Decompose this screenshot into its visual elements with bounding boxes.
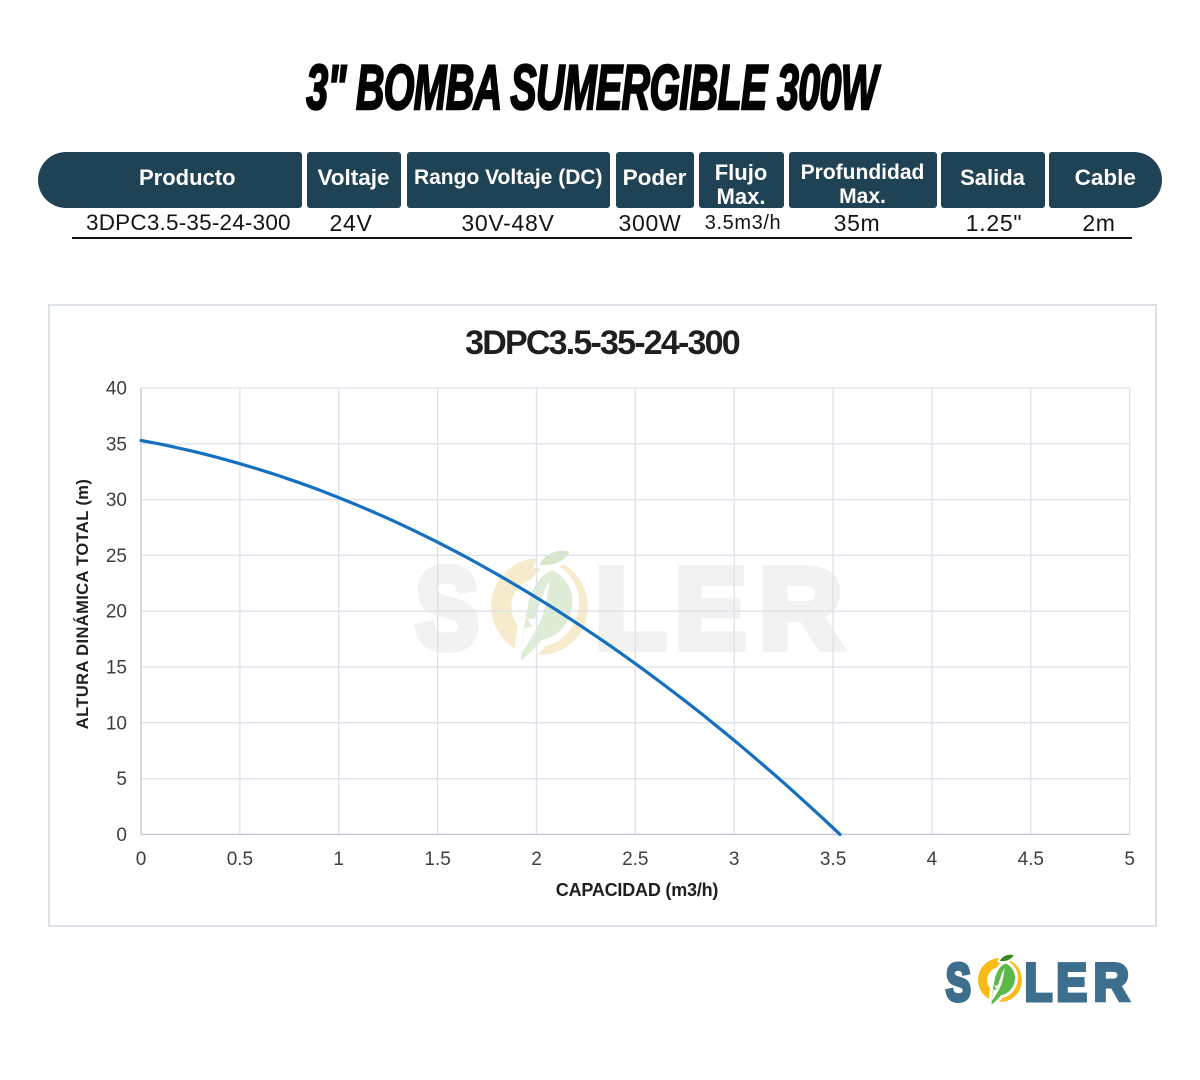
svg-text:5: 5	[116, 769, 127, 790]
svg-text:3DPC3.5-35-24-300: 3DPC3.5-35-24-300	[465, 324, 740, 362]
svg-text:CAPACIDAD (m3/h): CAPACIDAD (m3/h)	[556, 880, 719, 900]
svg-text:5: 5	[1124, 849, 1135, 870]
svg-text:3: 3	[729, 849, 740, 870]
svg-text:0: 0	[136, 849, 147, 870]
svg-text:S: S	[946, 952, 971, 1012]
svg-text:L: L	[1025, 953, 1053, 1012]
svg-text:2.5: 2.5	[622, 849, 648, 870]
svg-text:20: 20	[106, 602, 127, 623]
svg-text:R: R	[759, 546, 843, 673]
svg-text:S: S	[415, 546, 478, 673]
svg-text:2: 2	[531, 849, 542, 870]
svg-text:10: 10	[106, 713, 127, 734]
svg-text:3.5: 3.5	[820, 849, 846, 870]
svg-text:E: E	[675, 546, 746, 673]
svg-text:ALTURA DINÁMICA TOTAL (m): ALTURA DINÁMICA TOTAL (m)	[73, 479, 92, 729]
svg-text:30: 30	[106, 490, 127, 511]
svg-text:R: R	[1094, 953, 1129, 1012]
svg-text:0: 0	[116, 825, 127, 846]
svg-text:1.5: 1.5	[424, 849, 450, 870]
svg-text:15: 15	[106, 658, 127, 679]
svg-text:L: L	[595, 546, 666, 673]
svg-text:4.5: 4.5	[1018, 849, 1044, 870]
svg-text:40: 40	[106, 379, 127, 400]
svg-text:0.5: 0.5	[227, 849, 253, 870]
svg-text:25: 25	[106, 546, 127, 567]
svg-text:1: 1	[333, 849, 344, 870]
svg-text:E: E	[1056, 952, 1087, 1012]
svg-text:4: 4	[927, 849, 938, 870]
svg-text:35: 35	[106, 434, 127, 455]
